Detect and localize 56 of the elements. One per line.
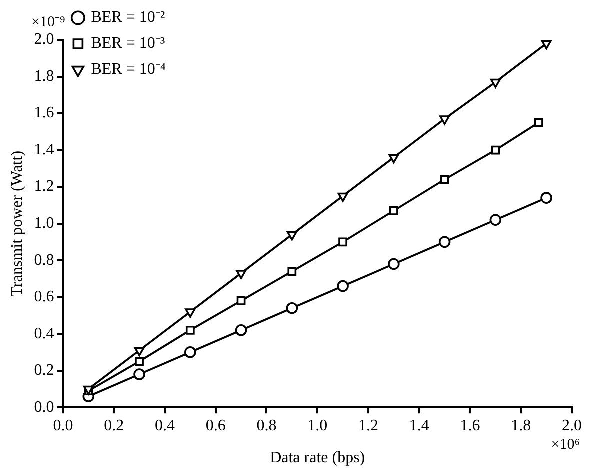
- x-tick-label: 2.0: [562, 417, 582, 434]
- y-tick-label: 1.4: [34, 141, 54, 158]
- y-tick-label: 1.0: [34, 215, 54, 232]
- x-tick-label: 1.2: [358, 417, 378, 434]
- point: [185, 308, 196, 318]
- point: [134, 368, 146, 380]
- y-tick-label: 1.8: [34, 68, 54, 85]
- y-tick-label: 0.0: [34, 398, 54, 416]
- x-tick-label: 0.8: [256, 417, 277, 434]
- text: ×10⁻⁹: [31, 14, 66, 30]
- point: [540, 192, 552, 204]
- point: [491, 146, 500, 155]
- point: [288, 267, 297, 276]
- y-tick-label: 2.0: [34, 31, 54, 48]
- point: [490, 214, 502, 226]
- x-axis-title: Data rate (bps): [270, 450, 366, 467]
- x-tick-label: 0.2: [104, 417, 124, 434]
- point: [134, 347, 145, 357]
- point: [235, 324, 248, 336]
- point: [337, 280, 349, 292]
- point: [438, 236, 451, 248]
- point: [440, 116, 450, 125]
- legend-label: BER = 10⁻²: [91, 9, 166, 26]
- y-tick-label: 1.2: [34, 178, 54, 196]
- y-tick-label: 0.4: [34, 325, 54, 342]
- point: [490, 78, 501, 88]
- x-tick-label: 1.6: [460, 417, 480, 434]
- point: [236, 270, 247, 280]
- y-tick-label: 1.6: [34, 104, 54, 122]
- x-tick-label: 0.4: [154, 417, 175, 434]
- legend-label: BER = 10⁻³: [91, 35, 166, 52]
- x-tick-label: 0.6: [206, 417, 226, 434]
- y-tick-label: 0.2: [34, 362, 54, 380]
- point: [186, 326, 195, 335]
- point: [135, 357, 144, 366]
- point: [338, 192, 348, 202]
- point: [388, 154, 400, 164]
- point: [388, 258, 400, 270]
- point: [236, 296, 246, 306]
- point: [389, 206, 398, 216]
- point: [286, 302, 298, 314]
- legend-label: BER = 10⁻⁴: [91, 61, 166, 78]
- x-tick-label: 1.4: [409, 417, 430, 434]
- y-axis-title: Transmit power (Watt): [8, 150, 26, 297]
- point: [338, 238, 348, 247]
- x-tick-label: 1.0: [308, 417, 328, 434]
- point: [534, 118, 544, 128]
- y-tick-label: 0.6: [34, 288, 54, 306]
- y-tick-label: 0.8: [34, 252, 54, 269]
- x-tick-label: 0.0: [53, 417, 74, 434]
- point: [286, 231, 298, 241]
- text: ×10⁶: [551, 437, 580, 454]
- point: [541, 40, 552, 50]
- x-tick-label: 1.8: [511, 417, 532, 434]
- point: [184, 346, 196, 358]
- point: [440, 175, 450, 184]
